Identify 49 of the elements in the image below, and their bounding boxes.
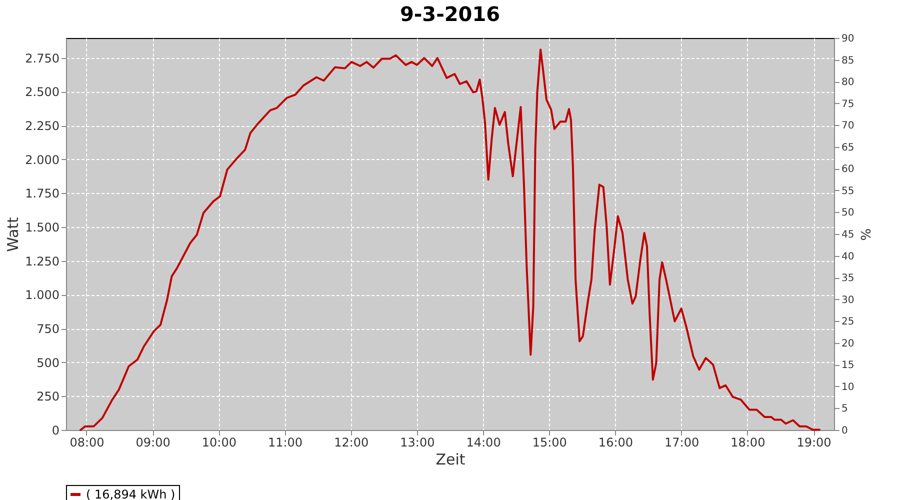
x-axis-title: Zeit [436,450,466,468]
y2-tick-label: 15 [842,360,854,372]
y-tick-label: 1.250 [25,254,60,268]
y-tick-label: 1.000 [25,288,60,302]
x-tick-label: 14:00 [466,436,501,450]
y2-axis-title: % [857,228,872,241]
x-tick-label: 12:00 [334,436,369,450]
y2-tick-label: 45 [842,230,854,240]
y-tick-label: 2.750 [25,51,60,66]
y2-tick-label: 55 [842,186,854,197]
x-tick-label: 08:00 [70,436,104,450]
y2-tick-label: 80 [842,77,854,88]
y-tick-label: 1.750 [25,186,60,201]
y2-tick-label: 5 [842,404,848,415]
y-tick-label: 750 [36,322,60,336]
chart-title: 9-3-2016 [400,2,500,26]
x-tick-label: 16:00 [598,436,634,450]
y-tick-label: 0 [52,424,60,438]
y2-tick-label: 60 [842,164,854,176]
y2-tick-label: 50 [842,208,854,219]
x-tick-label: 15:00 [532,436,567,450]
legend-label: ( 16,894 kWh ) [86,488,176,500]
y-axis-title: Watt [4,216,22,252]
y2-tick-label: 20 [842,338,854,350]
y2-tick-label: 90 [842,34,854,44]
y2-tick-label: 35 [842,273,854,284]
x-tick-label: 11:00 [268,436,303,450]
y-tick-label: 1.500 [25,220,60,235]
y-tick-label: 2.500 [25,85,60,100]
y-tick-label: 2.000 [25,152,60,167]
y2-tick-label: 0 [842,426,848,436]
x-tick-label: 17:00 [664,436,700,450]
x-tick-label: 09:00 [136,436,170,450]
y2-tick-label: 65 [842,142,854,154]
y2-tick-label: 75 [842,98,854,110]
y2-tick-label: 85 [842,55,854,66]
y2-tick-label: 40 [842,251,854,262]
y2-tick-label: 25 [842,316,854,328]
x-tick-label: 10:00 [202,436,236,450]
y2-tick-label: 70 [842,120,854,132]
y-tick-label: 500 [36,356,60,370]
x-tick-label: 13:00 [400,436,435,450]
y-tick-label: 2.250 [25,119,60,134]
line-series [80,48,820,431]
y2-tick-label: 10 [842,382,854,393]
y-tick-label: 250 [36,390,60,404]
x-tick-label: 19:00 [796,436,832,450]
x-tick-label: 18:00 [730,436,766,450]
y2-tick-label: 30 [842,294,854,306]
